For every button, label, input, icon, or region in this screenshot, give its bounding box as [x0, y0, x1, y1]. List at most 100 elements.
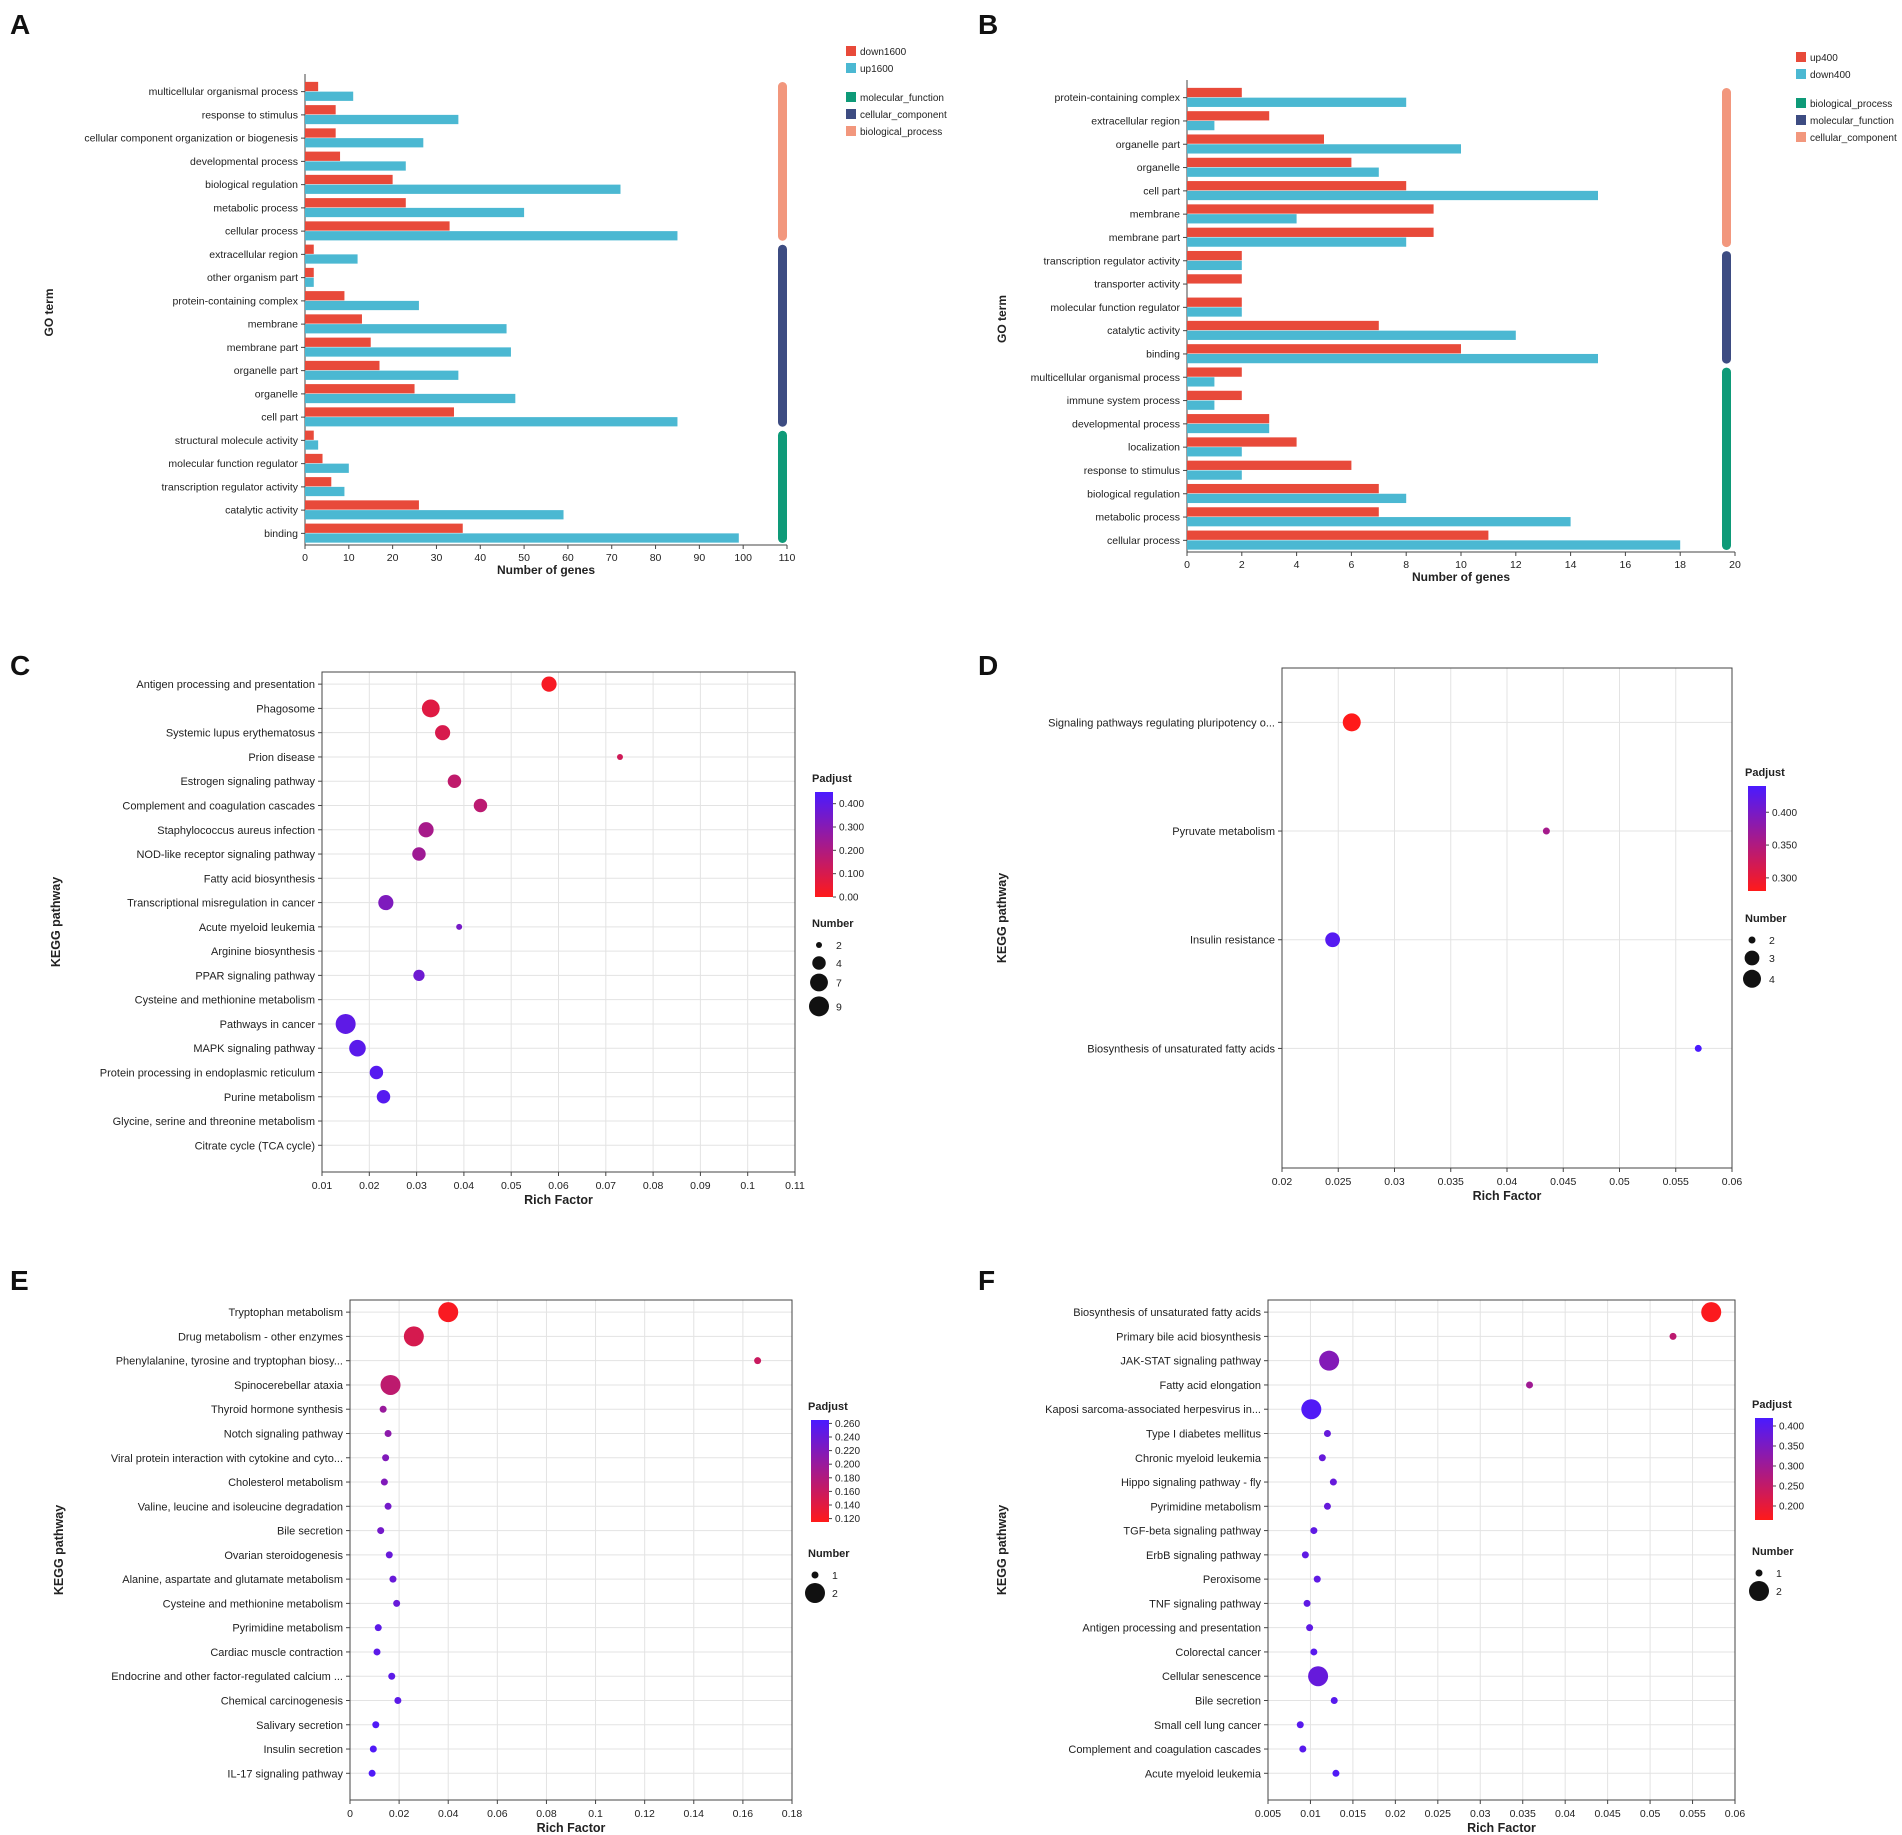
bar-down400-1: [1187, 120, 1215, 131]
size-legend-title: Number: [1752, 1546, 1794, 1558]
x-tick-label: 0.04: [438, 1808, 459, 1820]
bar-down400-13: [1187, 400, 1215, 410]
bubble-point: [1318, 1454, 1326, 1462]
pathway-label: Notch signaling pathway: [224, 1428, 344, 1440]
size-legend-dot: [1755, 1569, 1763, 1577]
kegg-bubble-chart-f: 0.005 0.01 0.015 0.02 0.025 0.03 0.035 0.04 0.04…: [995, 1299, 1804, 1835]
category-label: transcription regulator activity: [1043, 255, 1180, 267]
pathway-label: Peroxisome: [1203, 1574, 1261, 1586]
size-legend-dot: [810, 973, 828, 992]
bubble-point: [369, 1745, 377, 1753]
x-tick-label: 16: [1620, 559, 1632, 571]
bar-down1600-15: [305, 430, 314, 440]
y-axis-title: KEGG pathway: [995, 873, 1009, 963]
bar-up1600-13: [305, 393, 516, 404]
legend-swatch-down400: [1796, 69, 1806, 79]
colorbar-tick-label: 0.260: [835, 1419, 860, 1430]
category-label: binding: [1146, 348, 1180, 360]
bar-up1600-14: [305, 417, 678, 427]
size-legend-dot: [805, 1583, 825, 1603]
bubble-point: [418, 822, 434, 838]
bar-down400-4: [1187, 190, 1598, 201]
legend-swatch-molecular_function: [1796, 115, 1806, 125]
size-legend-label: 9: [836, 1001, 842, 1013]
bar-down400-3: [1187, 167, 1379, 177]
pathway-label: Acute myeloid leukemia: [1145, 1768, 1262, 1780]
x-tick-label: 20: [387, 552, 399, 564]
colorbar-tick-label: 0.350: [1772, 841, 1797, 852]
pathway-label: MAPK signaling pathway: [193, 1043, 315, 1055]
bar-down400-18: [1187, 517, 1571, 527]
pathway-label: Primary bile acid biosynthesis: [1116, 1331, 1261, 1343]
bar-down1600-12: [305, 360, 380, 371]
bar-up400-17: [1187, 483, 1379, 494]
pathway-label: Valine, leucine and isoleucine degradati…: [138, 1501, 343, 1513]
category-label: protein-containing complex: [173, 295, 299, 307]
pathway-label: Viral protein interaction with cytokine …: [111, 1453, 343, 1465]
category-label: immune system process: [1067, 395, 1180, 407]
kegg-bubble-chart-e: 0 0.02 0.04 0.06 0.08 0.1 0.12 0.14 0.16 0.18 Tryp…: [52, 1299, 860, 1835]
bar-up1600-7: [305, 254, 358, 264]
bar-up400-19: [1187, 530, 1489, 540]
category-label: developmental process: [1072, 418, 1180, 430]
bubble-point: [1332, 1769, 1340, 1777]
bubble-point: [1701, 1302, 1722, 1323]
x-tick-label: 0.06: [1722, 1176, 1743, 1188]
bubble-point: [385, 1551, 393, 1559]
colorbar-tick-label: 0.350: [1779, 1442, 1804, 1453]
bubble-point: [1323, 1502, 1331, 1510]
x-axis-title: Number of genes: [1412, 570, 1510, 584]
pathway-label: Cysteine and methionine metabolism: [163, 1598, 343, 1610]
x-tick-label: 4: [1294, 559, 1300, 571]
bar-up1600-5: [305, 207, 525, 218]
bubble-point: [1308, 1666, 1329, 1687]
bar-down1600-2: [305, 128, 336, 138]
bar-down400-5: [1187, 214, 1297, 224]
x-tick-label: 0.08: [536, 1808, 557, 1820]
pathway-label: TNF signaling pathway: [1149, 1598, 1261, 1610]
bubble-point: [1301, 1399, 1322, 1420]
legend-swatch-up1600: [846, 63, 856, 73]
colorbar-tick-label: 0.100: [839, 869, 864, 880]
go-bar-chart-a: multicellular organismal process response…: [42, 46, 947, 577]
panel-letter-d: D: [978, 650, 998, 681]
bar-up1600-2: [305, 138, 424, 148]
category-label: membrane: [1130, 209, 1180, 221]
bar-up1600-6: [305, 231, 678, 241]
x-tick-label: 50: [518, 552, 530, 564]
category-label: multicellular organismal process: [1031, 372, 1180, 384]
size-legend-title: Number: [1745, 913, 1787, 925]
size-legend-dot: [816, 942, 822, 948]
category-label: biological regulation: [205, 179, 298, 191]
pathway-label: Glycine, serine and threonine metabolism: [113, 1116, 315, 1128]
bubble-point: [1342, 713, 1361, 732]
x-tick-label: 0.03: [1384, 1176, 1405, 1188]
pathway-label: Bile secretion: [277, 1526, 343, 1538]
pathway-label: Insulin secretion: [264, 1744, 344, 1756]
size-legend-title: Number: [812, 918, 854, 930]
legend-label: molecular_function: [860, 93, 944, 104]
y-axis-title: KEGG pathway: [49, 877, 63, 967]
colorbar-title: Padjust: [812, 773, 852, 785]
legend-swatch-molecular_function: [846, 92, 856, 102]
size-legend-label: 1: [832, 1570, 838, 1582]
bubble-point: [380, 1478, 388, 1486]
category-label: other organism part: [207, 272, 298, 284]
bar-up1600-19: [305, 533, 739, 543]
x-tick-label: 0.01: [1300, 1808, 1321, 1820]
pathway-label: Signaling pathways regulating pluripoten…: [1048, 717, 1275, 729]
category-label: biological regulation: [1087, 488, 1180, 500]
pathway-label: Phagosome: [256, 703, 315, 715]
bar-up400-18: [1187, 507, 1379, 517]
bubble-point: [1325, 932, 1341, 948]
category-label: cell part: [1143, 185, 1180, 197]
bar-up400-0: [1187, 87, 1242, 98]
bar-up400-2: [1187, 134, 1324, 144]
pathway-label: Systemic lupus erythematosus: [166, 728, 316, 740]
category-label: structural molecule activity: [175, 435, 299, 447]
category-label: cellular process: [1107, 535, 1180, 547]
bubble-point: [1323, 1429, 1331, 1437]
colorbar-tick-label: 0.180: [835, 1473, 860, 1484]
x-tick-label: 0.1: [588, 1808, 603, 1820]
panel-letter-e: E: [10, 1265, 29, 1296]
